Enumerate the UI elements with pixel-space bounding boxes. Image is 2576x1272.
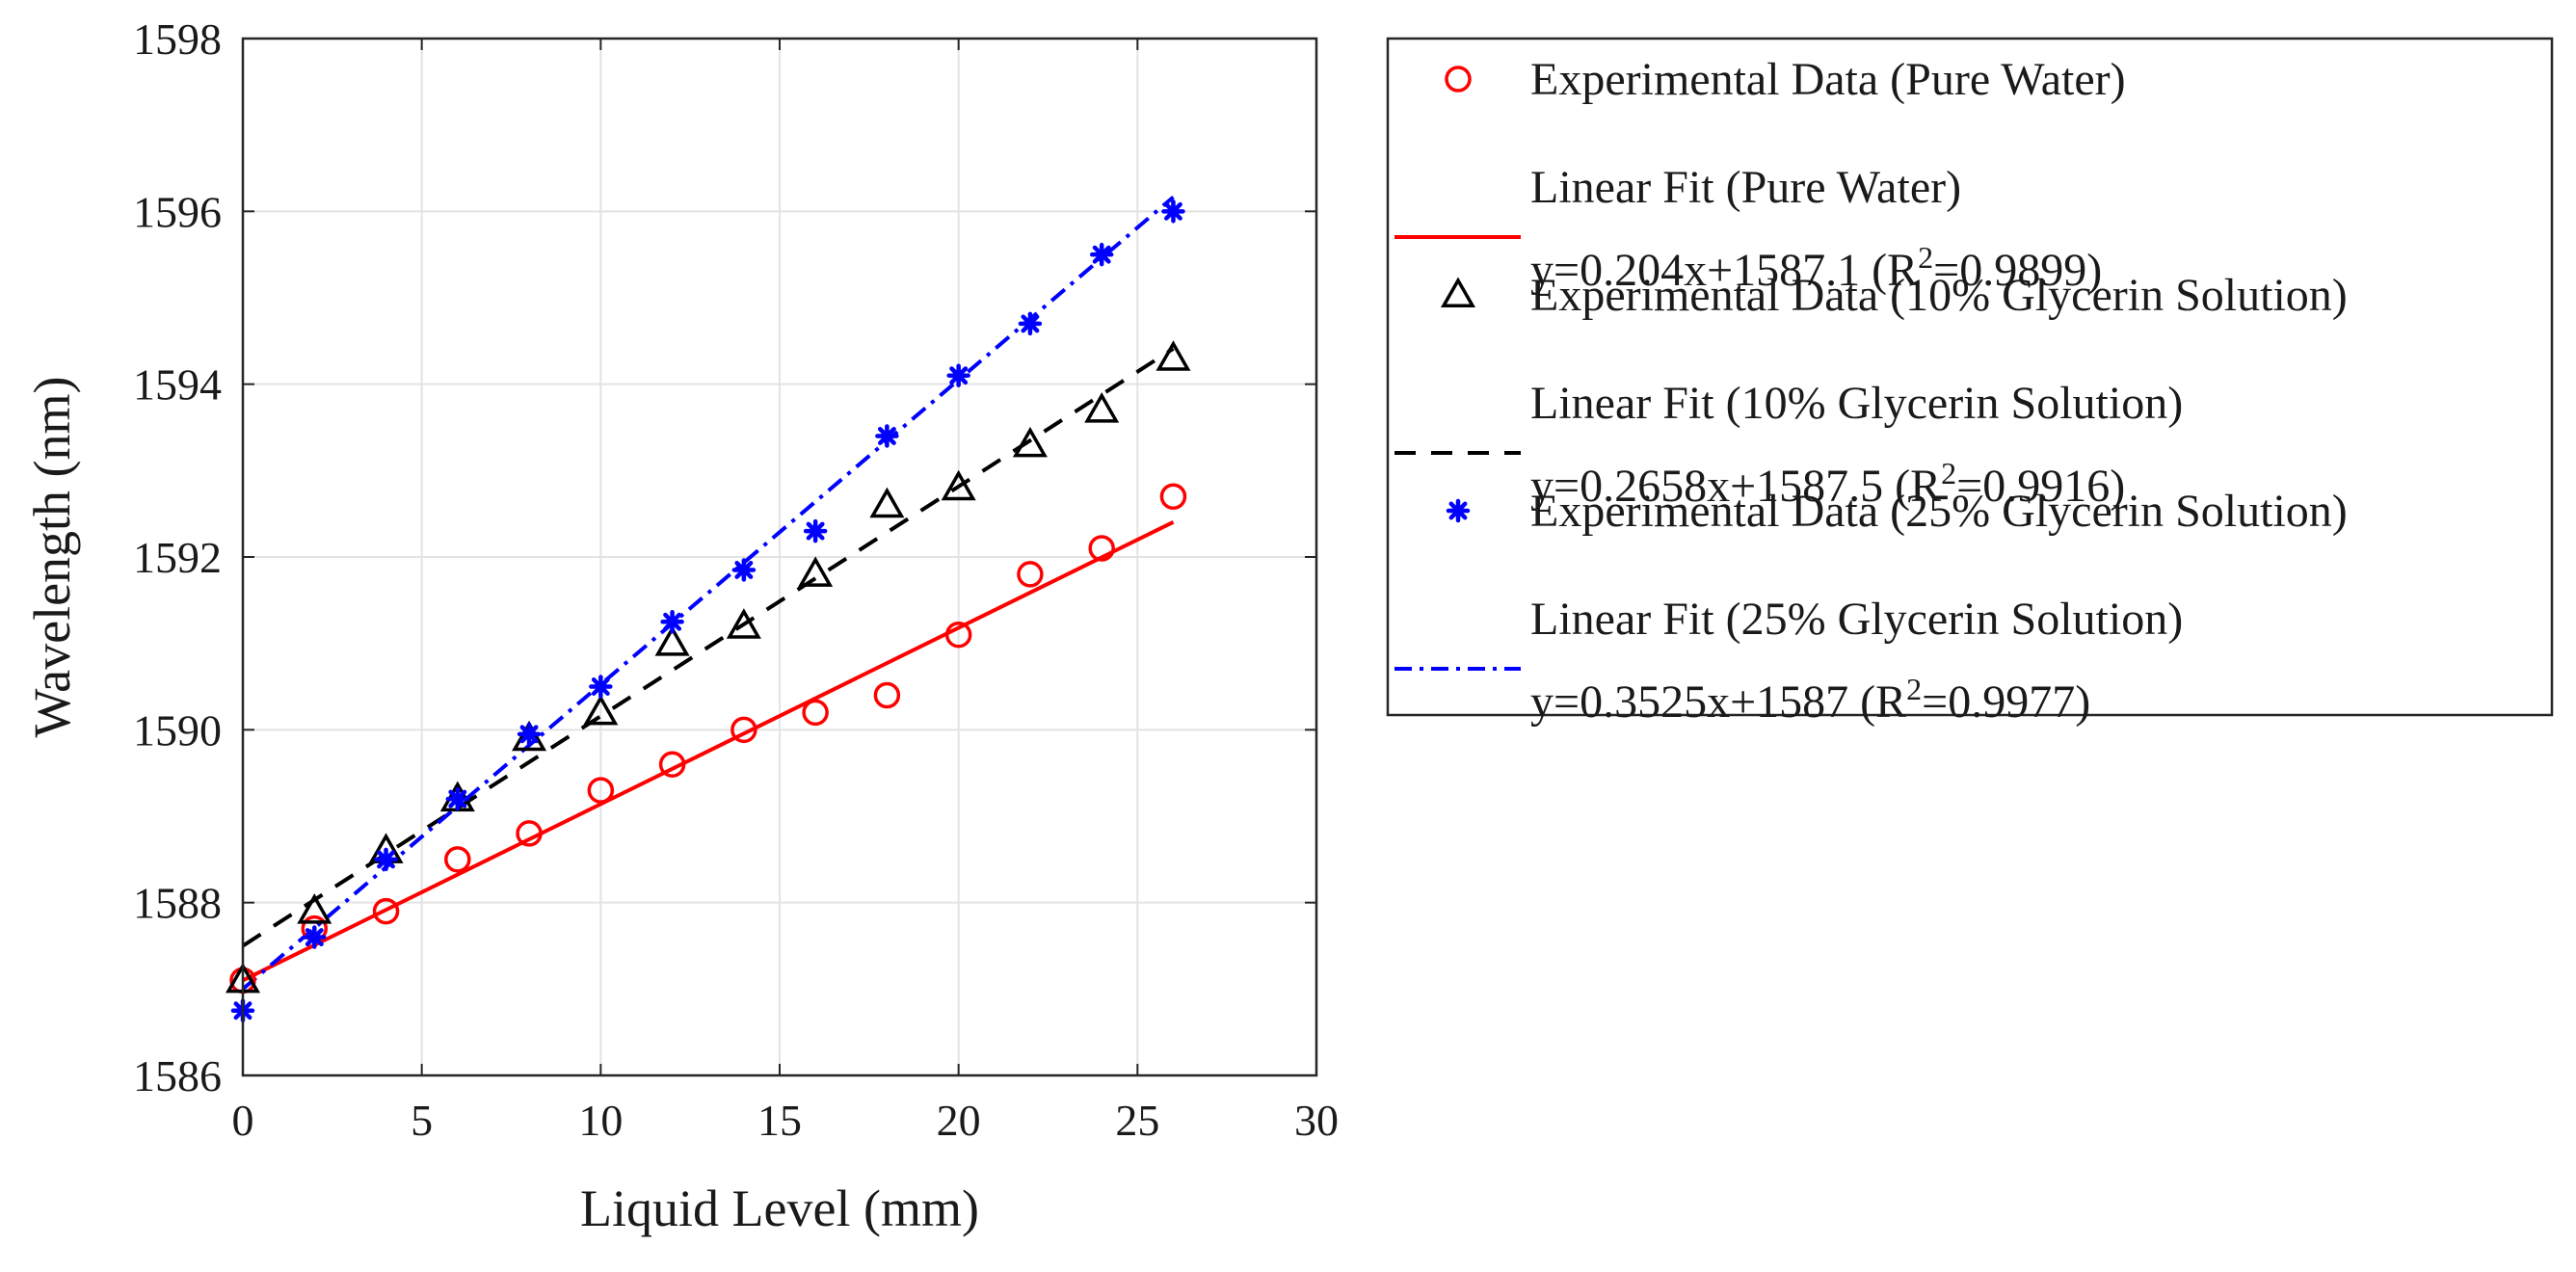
- triangle-marker: [1012, 426, 1048, 458]
- legend-equation-superscript: 2: [1906, 672, 1922, 706]
- y-tick-label: 1598: [133, 14, 222, 64]
- asterisk-marker: [946, 363, 970, 387]
- circle-marker: [873, 681, 901, 709]
- fit-line: [242, 519, 1175, 983]
- x-tick-label: 30: [1294, 1096, 1339, 1145]
- asterisk-marker: [1089, 242, 1114, 267]
- y-tick-label: 1594: [133, 360, 222, 410]
- circle-marker: [730, 716, 757, 744]
- legend-equation-label: y=0.204x+1587.1 (R2=0.9899): [1530, 240, 2102, 296]
- asterisk-marker: [1018, 311, 1043, 336]
- triangle-marker: [1084, 392, 1120, 423]
- legend-equation-label: y=0.2658x+1587.5 (R2=0.9916): [1530, 456, 2125, 512]
- legend-circle-marker: [1445, 66, 1472, 93]
- legend-entry-label: Experimental Data (Pure Water): [1530, 54, 2126, 105]
- legend-equation-main: y=0.2658x+1587.5 (R: [1530, 461, 1941, 512]
- triangle-marker: [798, 556, 834, 587]
- legend-equation-label: y=0.3525x+1587 (R2=0.9977): [1530, 672, 2090, 728]
- asterisk-marker: [374, 847, 398, 872]
- circle-marker: [658, 751, 686, 778]
- y-tick-label: 1588: [133, 879, 222, 928]
- circle-marker: [1088, 535, 1115, 562]
- y-tick-label: 1592: [133, 533, 222, 582]
- grid-lines: [243, 39, 1316, 1075]
- x-tick-label: 10: [578, 1096, 623, 1145]
- x-tick-label: 20: [937, 1096, 981, 1145]
- triangle-marker: [869, 487, 905, 518]
- triangle-marker: [941, 469, 976, 501]
- asterisk-marker: [517, 722, 542, 747]
- legend-equation-main: y=0.204x+1587.1 (R: [1530, 245, 1918, 296]
- legend: Experimental Data (Pure Water) Linear Fit…: [1386, 37, 2554, 728]
- asterisk-marker: [303, 925, 327, 949]
- legend-asterisk-marker: [1446, 498, 1471, 523]
- asterisk-marker: [731, 558, 757, 582]
- asterisk-marker: [1161, 199, 1185, 224]
- y-axis-label: Wavelength (nm): [23, 376, 81, 737]
- triangle-marker: [654, 625, 690, 656]
- y-tick-label: 1586: [133, 1051, 222, 1100]
- legend-triangle-marker: [1440, 277, 1476, 307]
- x-tick-label: 0: [232, 1096, 254, 1145]
- legend-box: [1386, 37, 2554, 717]
- circle-marker: [944, 621, 972, 649]
- asterisk-marker: [589, 675, 613, 699]
- circle-marker: [587, 777, 615, 804]
- circle-marker: [1159, 483, 1187, 510]
- y-tick-label: 1590: [133, 705, 222, 755]
- circle-marker: [444, 846, 471, 873]
- legend-equation-superscript: 2: [1918, 240, 1933, 275]
- circle-marker: [802, 699, 829, 727]
- legend-equation-r2: =0.9916): [1956, 461, 2125, 512]
- plot-series: [225, 196, 1191, 1022]
- asterisk-marker: [445, 786, 470, 811]
- asterisk-marker: [875, 424, 899, 448]
- circle-marker: [516, 820, 543, 847]
- legend-entry-label: Linear Fit (25% Glycerin Solution): [1530, 594, 2183, 645]
- legend-equation-r2: =0.9977): [1922, 676, 2090, 728]
- triangle-marker: [726, 608, 761, 639]
- legend-equation-r2: =0.9899): [1933, 245, 2102, 296]
- x-tick-label: 5: [411, 1096, 433, 1145]
- triangle-marker: [1155, 340, 1191, 371]
- legend-entry-label: Linear Fit (10% Glycerin Solution): [1530, 378, 2183, 429]
- y-tick-label: 1596: [133, 187, 222, 236]
- triangle-marker: [583, 694, 619, 726]
- fit-line: [241, 196, 1175, 991]
- legend-equation-main: y=0.3525x+1587 (R: [1530, 676, 1906, 728]
- legend-entry-label: Experimental Data (25% Glycerin Solution…: [1530, 486, 2348, 537]
- circle-marker: [372, 897, 400, 925]
- asterisk-marker: [660, 610, 684, 634]
- legend-entry-label: Experimental Data (10% Glycerin Solution…: [1530, 270, 2348, 321]
- triangle-marker: [512, 720, 547, 752]
- legend-equation-superscript: 2: [1941, 456, 1956, 490]
- x-axis-label: Liquid Level (mm): [580, 1179, 979, 1237]
- axes: 0 5 10 15 20 25 30 1586 1588 1590 1592 1594 1596 1598…: [23, 14, 1339, 1237]
- asterisk-marker: [803, 518, 828, 543]
- triangle-marker: [297, 893, 332, 924]
- x-tick-label: 15: [757, 1096, 802, 1145]
- circle-marker: [1017, 561, 1044, 588]
- legend-entry-label: Linear Fit (Pure Water): [1530, 162, 1961, 213]
- x-tick-label: 25: [1115, 1096, 1159, 1145]
